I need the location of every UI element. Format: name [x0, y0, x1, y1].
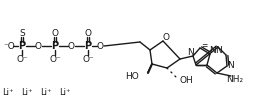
- Text: O: O: [96, 42, 103, 51]
- Text: HO: HO: [125, 71, 139, 81]
- Text: P: P: [84, 41, 92, 51]
- Text: O: O: [162, 32, 169, 42]
- Text: O: O: [51, 28, 58, 38]
- Text: =: =: [201, 42, 207, 51]
- Text: Li⁺: Li⁺: [40, 87, 52, 97]
- Text: O⁻: O⁻: [49, 55, 61, 64]
- Text: P: P: [18, 41, 25, 51]
- Text: O⁻: O⁻: [82, 55, 94, 64]
- Text: O: O: [35, 42, 42, 51]
- Text: N: N: [188, 47, 194, 56]
- Text: O⁻: O⁻: [16, 55, 28, 64]
- Text: OH: OH: [180, 75, 194, 84]
- Text: Li⁺: Li⁺: [2, 87, 14, 97]
- Text: N: N: [209, 45, 215, 55]
- Text: NH₂: NH₂: [226, 74, 244, 84]
- Text: P: P: [51, 41, 59, 51]
- Text: Li⁺: Li⁺: [21, 87, 33, 97]
- Text: Li⁺: Li⁺: [59, 87, 71, 97]
- Text: N: N: [227, 60, 233, 70]
- Text: N: N: [216, 45, 222, 55]
- Text: O: O: [68, 42, 75, 51]
- Text: S: S: [19, 28, 25, 38]
- Text: ⁻O: ⁻O: [3, 42, 15, 51]
- Text: O: O: [84, 28, 91, 38]
